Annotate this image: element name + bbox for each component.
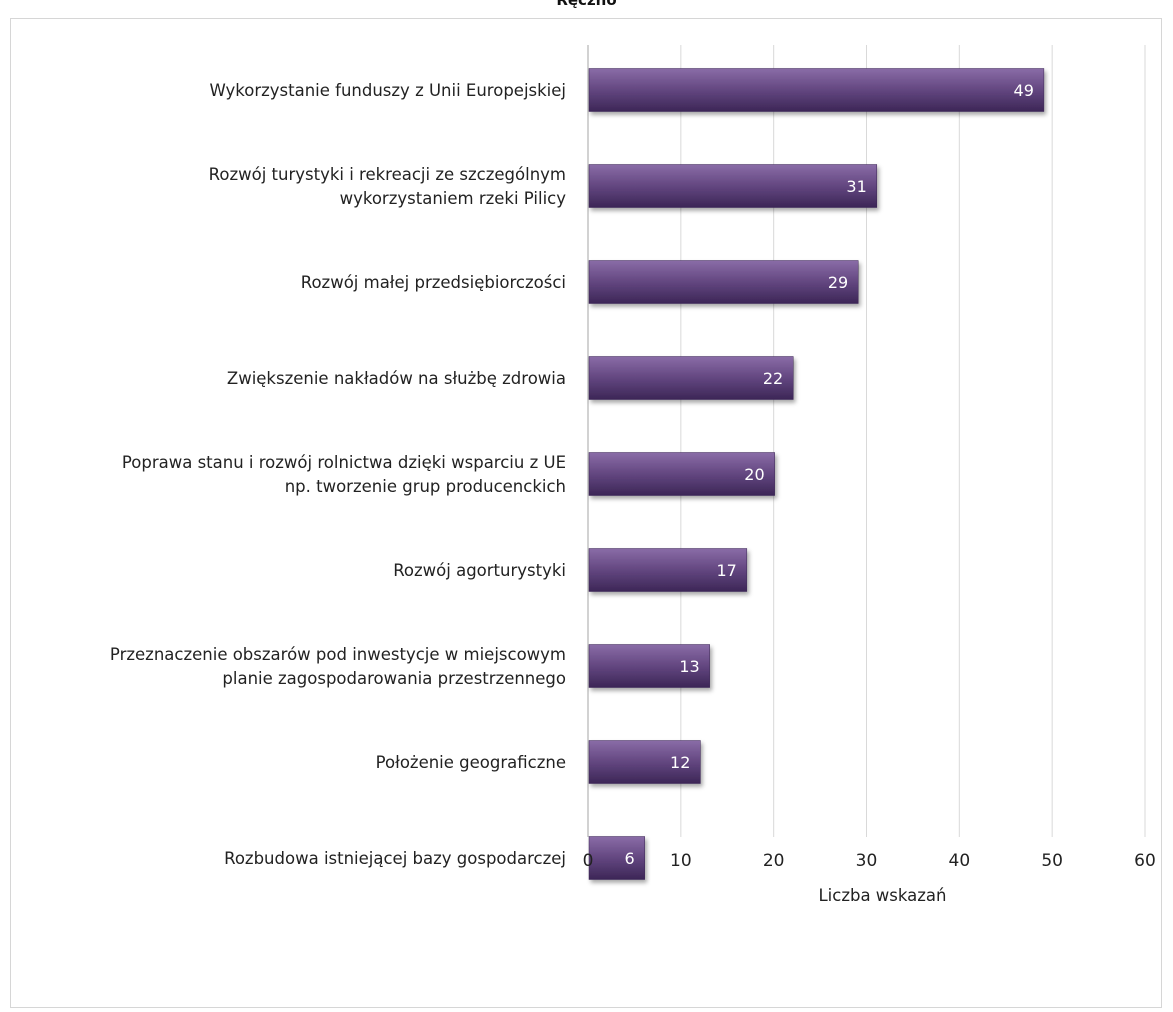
- bar: [588, 452, 775, 496]
- category-label: Położenie geograficzne: [376, 753, 566, 772]
- category-label: Rozwój małej przedsiębiorczości: [301, 273, 566, 292]
- x-tick-label: 30: [856, 851, 878, 871]
- category-label: Rozwój turystyki i rekreacji ze szczegól…: [209, 165, 567, 208]
- bar: [588, 356, 794, 400]
- data-label: 13: [679, 657, 699, 676]
- x-tick-label: 20: [763, 851, 785, 871]
- bar: [588, 548, 748, 592]
- category-label: Przeznaczenie obszarów pod inwestycje w …: [110, 645, 566, 688]
- bar: [588, 836, 645, 880]
- category-label: Rozbudowa istniejącej bazy gospodarczej: [224, 849, 566, 868]
- gridlines: [680, 45, 1146, 837]
- category-label: Zwiększenie nakładów na służbę zdrowia: [227, 369, 566, 388]
- category-label: Wykorzystanie funduszy z Unii Europejski…: [209, 81, 566, 100]
- x-tick-label: 40: [949, 851, 971, 871]
- data-label: 17: [716, 561, 736, 580]
- x-tick-label: 0: [583, 851, 594, 871]
- x-axis-title: Liczba wskazań: [818, 886, 946, 905]
- data-label: 29: [828, 273, 848, 292]
- x-tick-label: 10: [670, 851, 692, 871]
- bars: 49 31 29 22 20 17 13 12 6: [588, 68, 1045, 880]
- data-label: 49: [1014, 81, 1034, 100]
- x-tick-label: 60: [1134, 851, 1156, 871]
- bar: [588, 260, 859, 304]
- bar: [588, 164, 878, 208]
- tick-labels: 0 10 20 30 40 50 60: [583, 851, 1156, 871]
- chart-frame: [10, 18, 1162, 1008]
- data-label: 12: [670, 753, 690, 772]
- x-tick-label: 50: [1041, 851, 1063, 871]
- data-label: 6: [625, 849, 635, 868]
- category-labels: Wykorzystanie funduszy z Unii Europejski…: [110, 81, 566, 868]
- bar: [588, 68, 1045, 112]
- page-title: Ręczno: [556, 0, 617, 9]
- category-label: Rozwój agorturystyki: [393, 561, 566, 580]
- data-label: 31: [846, 177, 866, 196]
- data-label: 20: [744, 465, 764, 484]
- bar: [588, 740, 701, 784]
- data-label: 22: [763, 369, 783, 388]
- category-label: Poprawa stanu i rozwój rolnictwa dzięki …: [122, 453, 566, 496]
- bar: [588, 644, 710, 688]
